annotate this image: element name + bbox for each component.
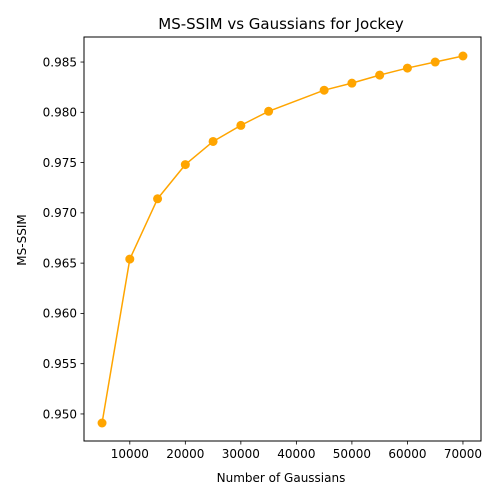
y-tick-label: 0.965 [43, 256, 77, 270]
y-tick-label: 0.955 [43, 357, 77, 371]
x-tick-label: 20000 [166, 447, 204, 461]
series-line [101, 55, 464, 424]
data-point [153, 194, 163, 204]
x-axis-label: Number of Gaussians [217, 471, 346, 485]
y-tick-label: 0.975 [43, 156, 77, 170]
data-point [402, 63, 412, 73]
axes-frame [83, 36, 482, 442]
y-tick-label: 0.960 [43, 307, 77, 321]
x-tick-label: 10000 [111, 447, 149, 461]
plot-area [97, 51, 468, 428]
y-tick-label: 0.985 [43, 55, 77, 69]
data-point [458, 51, 468, 61]
x-tick-label: 30000 [222, 447, 260, 461]
x-tick-label: 60000 [388, 447, 426, 461]
data-point [375, 70, 385, 80]
data-point [97, 418, 107, 428]
data-point [180, 160, 190, 170]
data-point [236, 120, 246, 130]
data-point [125, 254, 135, 264]
data-point [208, 136, 218, 146]
axes: 10000 20000 30000 40000 50000 60000 70000 0.950… [43, 36, 482, 461]
data-point [430, 57, 440, 67]
x-tick-label: 50000 [333, 447, 371, 461]
x-tick-label: 70000 [444, 447, 482, 461]
y-tick-label: 0.970 [43, 206, 77, 220]
y-tick-label: 0.950 [43, 407, 77, 421]
y-axis-label: MS-SSIM [15, 214, 29, 265]
y-tick-label: 0.980 [43, 106, 77, 120]
x-tick-label: 40000 [277, 447, 315, 461]
data-point [264, 106, 274, 116]
data-point [319, 85, 329, 95]
data-point [347, 78, 357, 88]
chart-title: MS-SSIM vs Gaussians for Jockey [158, 15, 404, 33]
